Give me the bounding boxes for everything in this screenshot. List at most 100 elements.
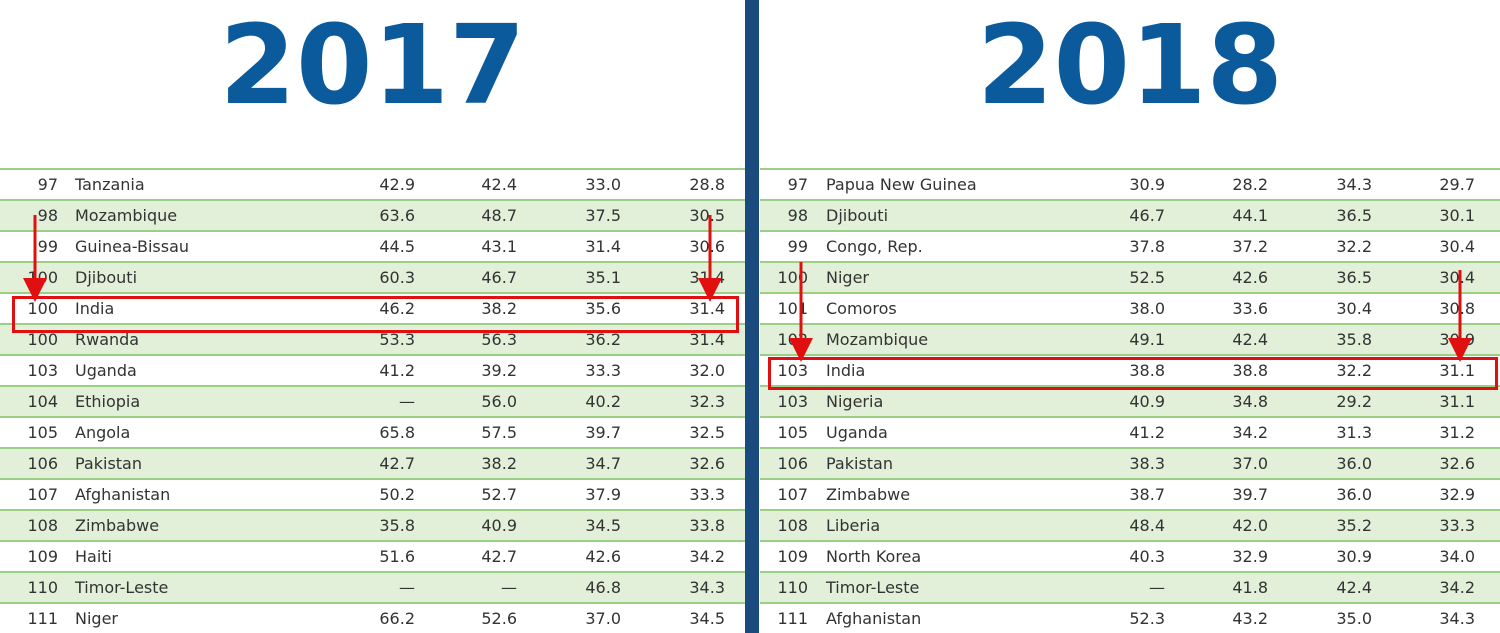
value: 35.2 (1336, 516, 1372, 535)
table-row: 111 Niger 66.2 52.6 37.0 34.5 (0, 602, 745, 633)
rank: 97 (787, 175, 808, 194)
value: 52.3 (1129, 609, 1165, 628)
value: 34.3 (1439, 609, 1475, 628)
rank: 110 (777, 578, 808, 597)
table-row: 107 Zimbabwe 38.7 39.7 36.0 32.9 (760, 478, 1500, 509)
value: 32.5 (689, 423, 725, 442)
rank: 105 (27, 423, 58, 442)
value: 32.0 (689, 361, 725, 380)
divider (745, 0, 759, 633)
value: 34.2 (1232, 423, 1268, 442)
panel-title: 2017 (219, 1, 526, 129)
value: 56.3 (481, 330, 517, 349)
table-row: 100 Djibouti 60.3 46.7 35.1 31.4 (0, 261, 745, 292)
country: Timor-Leste (826, 578, 920, 597)
value: 38.7 (1129, 485, 1165, 504)
table-row: 110 Timor-Leste — — 46.8 34.3 (0, 571, 745, 602)
country: Guinea-Bissau (75, 237, 190, 256)
country: Pakistan (826, 454, 893, 473)
table-row: 105 Uganda 41.2 34.2 31.3 31.2 (760, 416, 1500, 447)
rank: 100 (27, 330, 58, 349)
value: 37.0 (585, 609, 621, 628)
value: 63.6 (379, 206, 415, 225)
value: 31.2 (1439, 423, 1475, 442)
value: 30.8 (1439, 299, 1475, 318)
value: 41.2 (379, 361, 415, 380)
value: 35.1 (585, 268, 621, 287)
value: 35.8 (1336, 330, 1372, 349)
country: Pakistan (75, 454, 142, 473)
country: India (826, 361, 866, 380)
value: 31.3 (1336, 423, 1372, 442)
value: 42.4 (1336, 578, 1372, 597)
value: 48.7 (481, 206, 517, 225)
value: 30.9 (1336, 547, 1372, 566)
country: Liberia (826, 516, 881, 535)
value: 42.0 (1232, 516, 1268, 535)
highlight-box (12, 296, 739, 333)
value: 43.1 (481, 237, 517, 256)
table-row: 103 Nigeria 40.9 34.8 29.2 31.1 (760, 385, 1500, 416)
value: 37.9 (585, 485, 621, 504)
value: 41.2 (1129, 423, 1165, 442)
table-row: 100 Rwanda 53.3 56.3 36.2 31.4 (0, 323, 745, 354)
table-row: 110 Timor-Leste — 41.8 42.4 34.2 (760, 571, 1500, 602)
value: 35.8 (379, 516, 415, 535)
value: — (1149, 578, 1165, 597)
country: Timor-Leste (75, 578, 169, 597)
rank: 99 (787, 237, 808, 256)
value: 32.9 (1232, 547, 1268, 566)
value: 57.5 (481, 423, 517, 442)
value: 29.7 (1439, 175, 1475, 194)
rank: 99 (37, 237, 58, 256)
country: Afghanistan (826, 609, 922, 628)
value: 46.2 (379, 299, 415, 318)
value: 31.1 (1439, 361, 1475, 380)
rank: 98 (37, 206, 58, 225)
value: 34.7 (585, 454, 621, 473)
value: 32.6 (1439, 454, 1475, 473)
country: Djibouti (826, 206, 889, 225)
value: 31.4 (585, 237, 621, 256)
value: 30.4 (1439, 237, 1475, 256)
value: 28.8 (689, 175, 725, 194)
rank: 98 (787, 206, 808, 225)
rank: 100 (27, 299, 58, 318)
table-row: 103 Uganda 41.2 39.2 33.3 32.0 (0, 354, 745, 385)
table-row: 109 North Korea 40.3 32.9 30.9 34.0 (760, 540, 1500, 571)
country: Niger (826, 268, 869, 287)
table-row: 107 Afghanistan 50.2 52.7 37.9 33.3 (0, 478, 745, 509)
rank: 97 (37, 175, 58, 194)
value: — (399, 392, 415, 411)
value: 34.5 (689, 609, 725, 628)
value: 40.9 (1129, 392, 1165, 411)
table-row: 97 Tanzania 42.9 42.4 33.0 28.8 (0, 168, 745, 199)
value: 33.3 (689, 485, 725, 504)
value: 42.6 (1232, 268, 1268, 287)
value: 34.8 (1232, 392, 1268, 411)
value: 42.4 (481, 175, 517, 194)
value: 36.0 (1336, 485, 1372, 504)
rank: 107 (777, 485, 808, 504)
value: 44.1 (1232, 206, 1268, 225)
table-row: 99 Congo, Rep. 37.8 37.2 32.2 30.4 (760, 230, 1500, 261)
table-row: 109 Haiti 51.6 42.7 42.6 34.2 (0, 540, 745, 571)
value: 30.5 (689, 206, 725, 225)
value: 42.6 (585, 547, 621, 566)
value: 35.0 (1336, 609, 1372, 628)
country: Papua New Guinea (826, 175, 977, 194)
value: 32.6 (689, 454, 725, 473)
country: Haiti (75, 547, 112, 566)
rank: 108 (777, 516, 808, 535)
panel-title: 2018 (976, 1, 1284, 129)
country: Nigeria (826, 392, 884, 411)
value: 32.3 (689, 392, 725, 411)
value: 36.5 (1336, 206, 1372, 225)
value: 52.5 (1129, 268, 1165, 287)
value: 30.4 (1439, 268, 1475, 287)
country: Afghanistan (75, 485, 171, 504)
value: 52.7 (481, 485, 517, 504)
country: Djibouti (75, 268, 138, 287)
rank: 109 (777, 547, 808, 566)
table-row: 98 Mozambique 63.6 48.7 37.5 30.5 (0, 199, 745, 230)
